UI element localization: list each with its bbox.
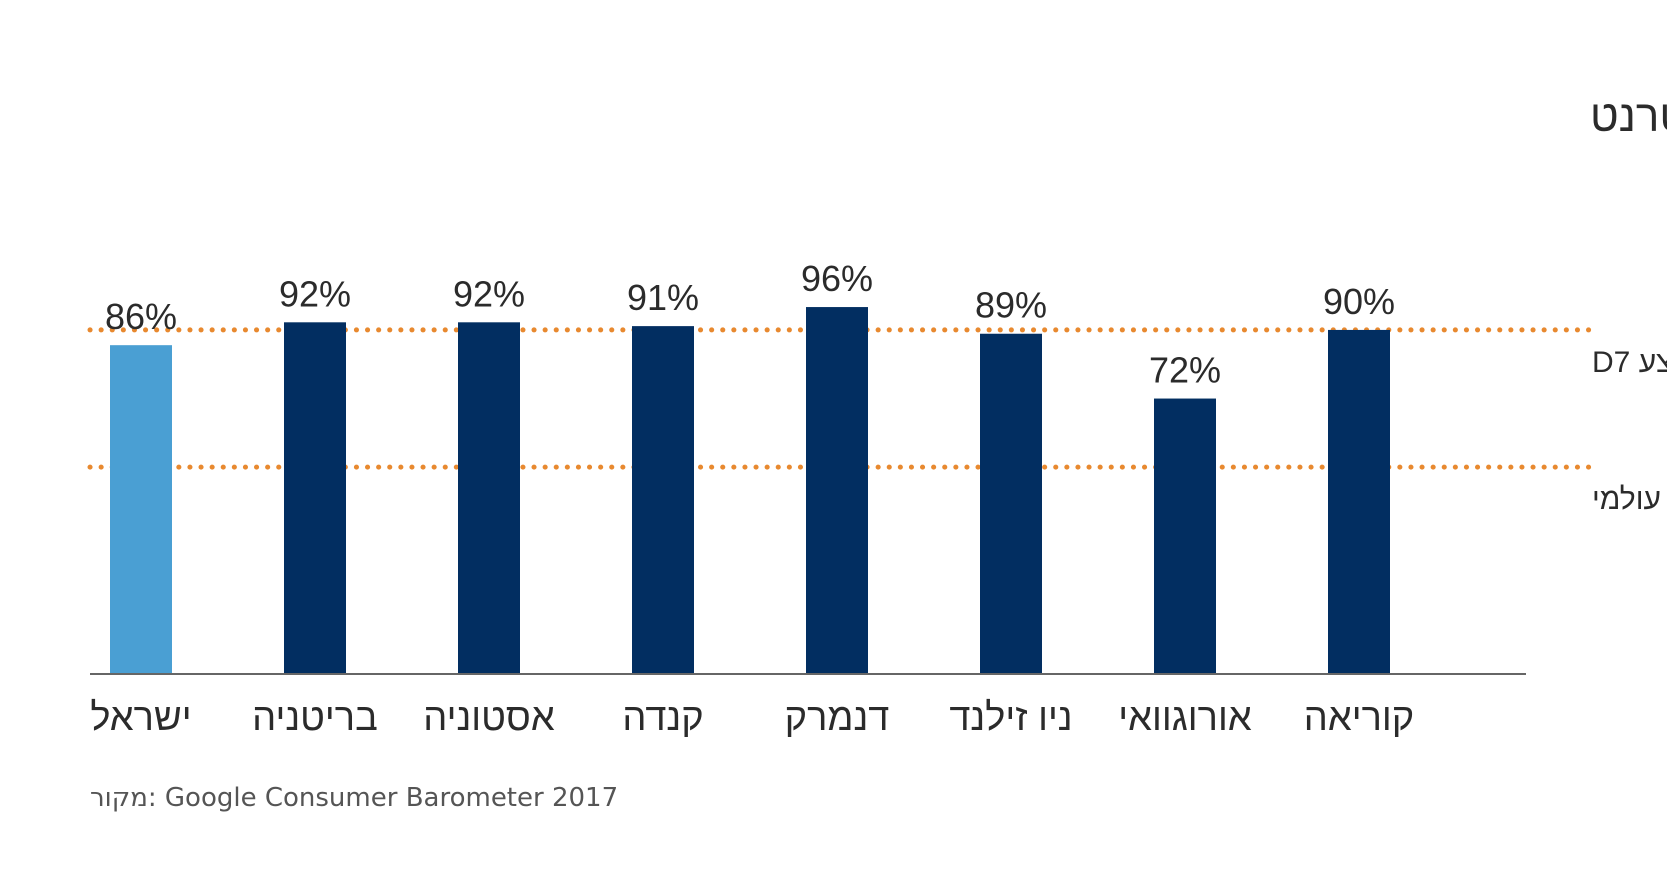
value-label-2: 92%: [453, 273, 525, 314]
value-label-5: 89%: [975, 285, 1047, 326]
value-label-6: 72%: [1149, 350, 1221, 391]
category-label-6: אורוגוואי: [1118, 697, 1252, 739]
chart-title: שיעור האוכלוסיה עם חיבור לאינטרנט: [1590, 92, 1667, 141]
bar-5: [980, 333, 1042, 673]
category-label-2: אסטוניה: [423, 697, 555, 739]
bar-2: [458, 322, 520, 673]
value-label-1: 92%: [279, 273, 351, 314]
value-labels: 86% 92% 92% 91% 96% 89% 72% 90%: [105, 258, 1395, 390]
bar-7: [1328, 329, 1390, 673]
value-label-0: 86%: [105, 296, 177, 337]
bar-1: [284, 322, 346, 673]
reference-line-label-0: ממוצע D7: [1592, 346, 1667, 379]
category-label-5: ניו זילנד: [949, 697, 1072, 739]
category-label-0: ישראל: [90, 697, 191, 739]
value-label-4: 96%: [801, 258, 873, 299]
category-labels: ישראל בריטניה אסטוניה קנדה דנמרק ניו זילנד אור…: [90, 697, 1414, 739]
value-label-3: 91%: [627, 277, 699, 318]
bar-6: [1154, 398, 1216, 673]
category-label-7: קוריאה: [1304, 697, 1414, 739]
category-label-4: דנמרק: [785, 697, 890, 739]
source-note: מקור: Google Consumer Barometer 2017: [90, 783, 618, 813]
value-label-7: 90%: [1323, 281, 1395, 322]
bar-0: [110, 345, 172, 673]
reference-line-label-1: ממוצע עולמי: [1592, 483, 1667, 516]
bars: [110, 307, 1390, 673]
bar-3: [632, 326, 694, 673]
category-label-1: בריטניה: [252, 697, 378, 739]
category-label-3: קנדה: [622, 697, 703, 739]
bar-4: [806, 307, 868, 673]
